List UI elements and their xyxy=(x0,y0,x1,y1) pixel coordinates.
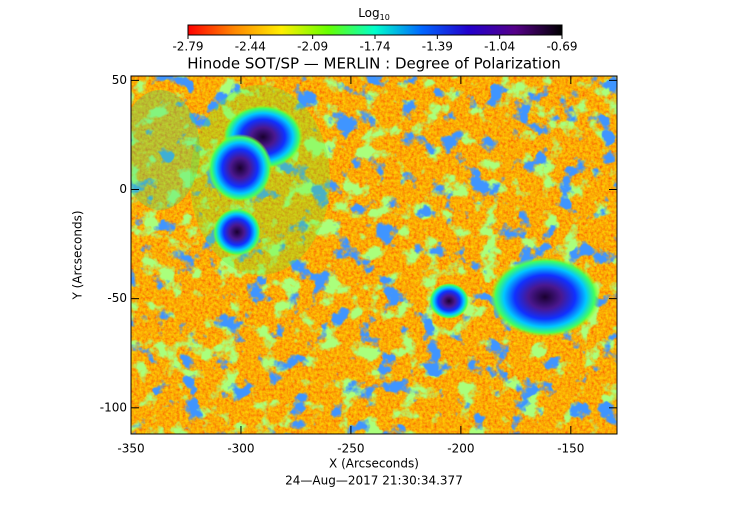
colorbar xyxy=(187,24,563,36)
heatmap-image xyxy=(131,76,617,434)
y-tick-label: -50 xyxy=(107,291,127,305)
colorbar-tick-label: -2.09 xyxy=(297,40,328,54)
y-tick-label: 0 xyxy=(119,182,127,196)
y-tick-label: -100 xyxy=(100,400,127,414)
x-axis-label: X (Arcseconds) xyxy=(329,457,419,471)
x-tick-label: -200 xyxy=(447,442,474,456)
colorbar-label: Log10 xyxy=(358,6,390,22)
colorbar-tick-label: -2.79 xyxy=(172,40,203,54)
y-tick-label: 50 xyxy=(112,73,127,87)
colorbar-tick-label: -1.04 xyxy=(484,40,515,54)
x-tick-label: -300 xyxy=(227,442,254,456)
chart-title: Hinode SOT/SP — MERLIN : Degree of Polar… xyxy=(187,55,561,73)
x-tick-label: -350 xyxy=(117,442,144,456)
x-tick-label: -250 xyxy=(337,442,364,456)
colorbar-tick-label: -1.74 xyxy=(359,40,390,54)
plot-frame xyxy=(130,75,618,435)
colorbar-tick-label: -0.69 xyxy=(546,40,577,54)
y-axis-label: Y (Arcseconds) xyxy=(71,210,85,300)
x-tick-label: -150 xyxy=(557,442,584,456)
date-label: 24—Aug—2017 21:30:34.377 xyxy=(285,474,463,488)
colorbar-tick-label: -1.39 xyxy=(422,40,453,54)
colorbar-tick-label: -2.44 xyxy=(235,40,266,54)
